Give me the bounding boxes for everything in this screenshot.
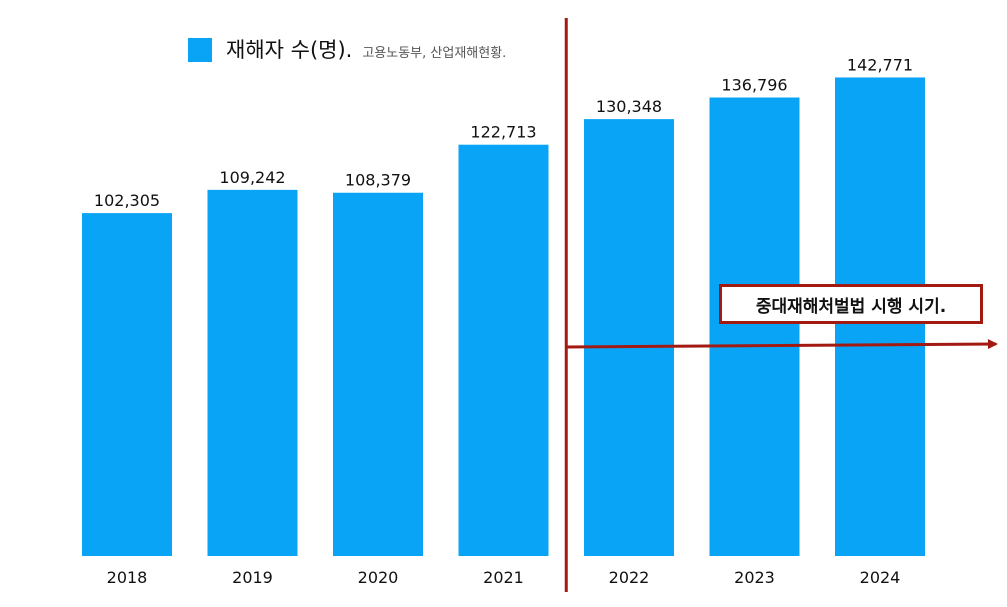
x-tick-label-2020: 2020 <box>358 568 399 587</box>
x-tick-label-2022: 2022 <box>609 568 650 587</box>
bars <box>82 77 925 557</box>
legend: 재해자 수(명). 고용노동부, 산업재해현황. <box>188 33 506 64</box>
value-label-2021: 122,713 <box>470 123 536 142</box>
value-label-2023: 136,796 <box>721 75 787 94</box>
bar-2021 <box>458 144 549 556</box>
value-label-2024: 142,771 <box>847 55 913 74</box>
policy-arrow-line <box>566 339 998 350</box>
bar-2020 <box>333 192 423 557</box>
x-tick-labels: 2018 2019 2020 2021 2022 2023 2024 <box>107 568 901 587</box>
legend-label: 재해자 수(명). <box>226 38 353 62</box>
x-tick-label-2024: 2024 <box>860 568 901 587</box>
legend-swatch <box>188 38 212 62</box>
x-tick-label-2023: 2023 <box>734 568 775 587</box>
x-tick-label-2021: 2021 <box>483 568 524 587</box>
bar-2018 <box>82 213 172 556</box>
policy-callout: 중대재해처벌법 시행 시기. <box>719 284 983 324</box>
bar-2023 <box>709 97 800 556</box>
policy-callout-text: 중대재해처벌법 시행 시기. <box>755 296 947 317</box>
bar-2022 <box>584 119 674 556</box>
value-labels: 102,305 109,242 108,379 122,713 130,348 136,7… <box>94 55 913 210</box>
value-label-2018: 102,305 <box>94 191 160 210</box>
value-label-2022: 130,348 <box>596 97 662 116</box>
source-note: 고용노동부, 산업재해현황. <box>362 46 507 61</box>
value-label-2020: 108,379 <box>345 171 411 190</box>
value-label-2019: 109,242 <box>219 168 285 187</box>
bar-2019 <box>207 189 298 556</box>
x-tick-label-2019: 2019 <box>232 568 273 587</box>
x-tick-label-2018: 2018 <box>107 568 148 587</box>
